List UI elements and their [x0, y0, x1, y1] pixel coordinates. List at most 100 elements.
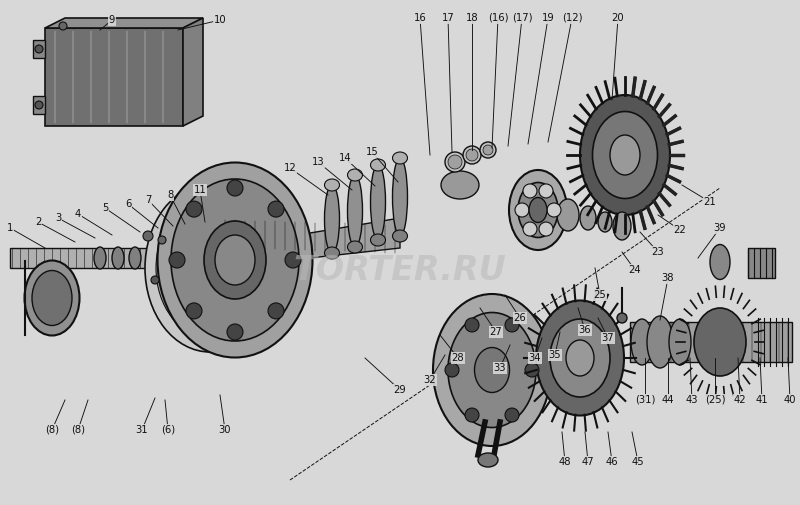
Text: 44: 44 [662, 395, 674, 405]
Text: 9: 9 [109, 15, 115, 25]
Circle shape [445, 363, 459, 377]
Text: 12: 12 [284, 163, 296, 173]
Text: 22: 22 [674, 225, 686, 235]
Ellipse shape [694, 308, 746, 376]
Circle shape [285, 252, 301, 268]
Text: 38: 38 [662, 273, 674, 283]
Polygon shape [45, 28, 183, 126]
Ellipse shape [474, 347, 510, 392]
Ellipse shape [145, 184, 275, 352]
Ellipse shape [393, 152, 407, 164]
Text: 27: 27 [490, 327, 502, 337]
Ellipse shape [529, 197, 547, 223]
Text: 13: 13 [312, 157, 324, 167]
Text: 18: 18 [466, 13, 478, 23]
Text: 33: 33 [494, 363, 506, 373]
Text: 45: 45 [632, 457, 644, 467]
Ellipse shape [393, 230, 407, 242]
Ellipse shape [478, 453, 498, 467]
Text: 48: 48 [558, 457, 571, 467]
Text: 2: 2 [35, 217, 41, 227]
Circle shape [445, 152, 465, 172]
Text: 17: 17 [442, 13, 454, 23]
Ellipse shape [347, 169, 362, 181]
Text: 30: 30 [218, 425, 231, 435]
Ellipse shape [325, 247, 339, 259]
Circle shape [227, 324, 243, 340]
Ellipse shape [112, 247, 124, 269]
Text: 4: 4 [75, 209, 81, 219]
Circle shape [268, 303, 284, 319]
Ellipse shape [509, 170, 567, 250]
Text: (12): (12) [562, 13, 582, 23]
Text: 26: 26 [514, 313, 526, 323]
Circle shape [523, 222, 537, 236]
Circle shape [515, 203, 529, 217]
Text: 40: 40 [784, 395, 796, 405]
Circle shape [169, 252, 185, 268]
Text: 1: 1 [7, 223, 13, 233]
Text: (16): (16) [488, 13, 508, 23]
Text: (8): (8) [71, 425, 85, 435]
Circle shape [143, 231, 153, 241]
Text: 11: 11 [194, 185, 206, 195]
Ellipse shape [325, 185, 339, 253]
Text: 7: 7 [145, 195, 151, 205]
Text: 39: 39 [714, 223, 726, 233]
Polygon shape [183, 18, 203, 126]
Ellipse shape [536, 300, 624, 416]
Circle shape [227, 180, 243, 196]
Circle shape [465, 408, 479, 422]
Ellipse shape [370, 234, 386, 246]
Ellipse shape [598, 212, 612, 232]
Text: 37: 37 [602, 333, 614, 343]
Text: 20: 20 [612, 13, 624, 23]
Circle shape [539, 222, 553, 236]
Circle shape [35, 101, 43, 109]
Text: 21: 21 [704, 197, 716, 207]
Ellipse shape [441, 171, 479, 199]
Circle shape [448, 155, 462, 169]
Text: 5: 5 [102, 203, 108, 213]
Ellipse shape [580, 95, 670, 215]
Circle shape [525, 363, 539, 377]
Ellipse shape [647, 316, 673, 368]
Text: 29: 29 [394, 385, 406, 395]
Circle shape [505, 408, 519, 422]
Text: TORTER.RU: TORTER.RU [294, 254, 506, 286]
Text: 10: 10 [214, 15, 226, 25]
Text: 43: 43 [686, 395, 698, 405]
Text: 42: 42 [734, 395, 746, 405]
Ellipse shape [518, 182, 558, 237]
Polygon shape [45, 18, 203, 28]
Ellipse shape [566, 340, 594, 376]
Circle shape [505, 318, 519, 332]
Ellipse shape [448, 313, 536, 428]
Ellipse shape [25, 261, 79, 335]
Ellipse shape [550, 319, 610, 397]
Circle shape [539, 184, 553, 198]
Polygon shape [220, 218, 400, 268]
Ellipse shape [393, 158, 407, 236]
Ellipse shape [610, 135, 640, 175]
Ellipse shape [215, 235, 255, 285]
Polygon shape [630, 322, 792, 362]
Circle shape [617, 313, 627, 323]
Ellipse shape [158, 163, 313, 358]
Ellipse shape [94, 247, 106, 269]
Circle shape [483, 145, 493, 155]
Ellipse shape [347, 175, 362, 247]
Text: 46: 46 [606, 457, 618, 467]
Ellipse shape [631, 319, 653, 365]
Circle shape [158, 236, 166, 244]
Text: (25): (25) [705, 395, 726, 405]
Ellipse shape [325, 179, 339, 191]
Circle shape [480, 142, 496, 158]
Circle shape [151, 276, 159, 284]
Text: 16: 16 [414, 13, 426, 23]
Ellipse shape [347, 241, 362, 253]
Circle shape [463, 146, 481, 164]
Text: 28: 28 [452, 353, 464, 363]
Text: 31: 31 [136, 425, 148, 435]
Circle shape [186, 201, 202, 217]
